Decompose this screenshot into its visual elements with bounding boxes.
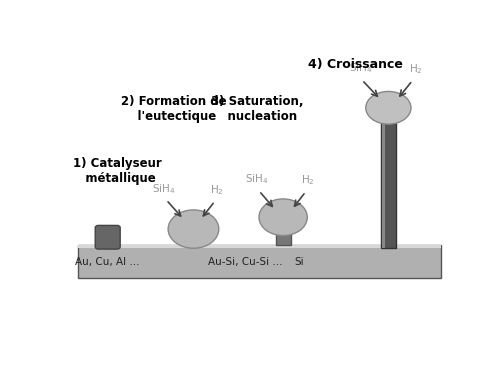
Text: SiH$_4$: SiH$_4$ [349, 61, 372, 75]
Text: Au-Si, Cu-Si ...: Au-Si, Cu-Si ... [208, 257, 283, 266]
Polygon shape [276, 233, 291, 246]
Text: H$_2$: H$_2$ [210, 183, 224, 197]
Polygon shape [78, 246, 441, 278]
Text: H$_2$: H$_2$ [409, 62, 423, 76]
Text: H$_2$: H$_2$ [301, 173, 314, 187]
Ellipse shape [366, 92, 411, 124]
Text: Si: Si [294, 257, 303, 266]
Text: Au, Cu, Al ...: Au, Cu, Al ... [75, 257, 140, 266]
Text: 1) Catalyseur
   métallique: 1) Catalyseur métallique [72, 157, 161, 185]
Polygon shape [78, 246, 441, 248]
Text: 2) Formation de
    l'eutectique: 2) Formation de l'eutectique [121, 95, 227, 123]
Text: SiH$_4$: SiH$_4$ [245, 172, 269, 186]
Polygon shape [381, 123, 396, 248]
Polygon shape [382, 123, 385, 248]
Ellipse shape [168, 210, 219, 248]
Text: 4) Croissance: 4) Croissance [308, 58, 403, 71]
Text: 3) Saturation,
    nucleation: 3) Saturation, nucleation [211, 95, 303, 123]
Text: SiH$_4$: SiH$_4$ [152, 182, 176, 195]
FancyBboxPatch shape [95, 225, 120, 249]
Ellipse shape [259, 199, 307, 236]
